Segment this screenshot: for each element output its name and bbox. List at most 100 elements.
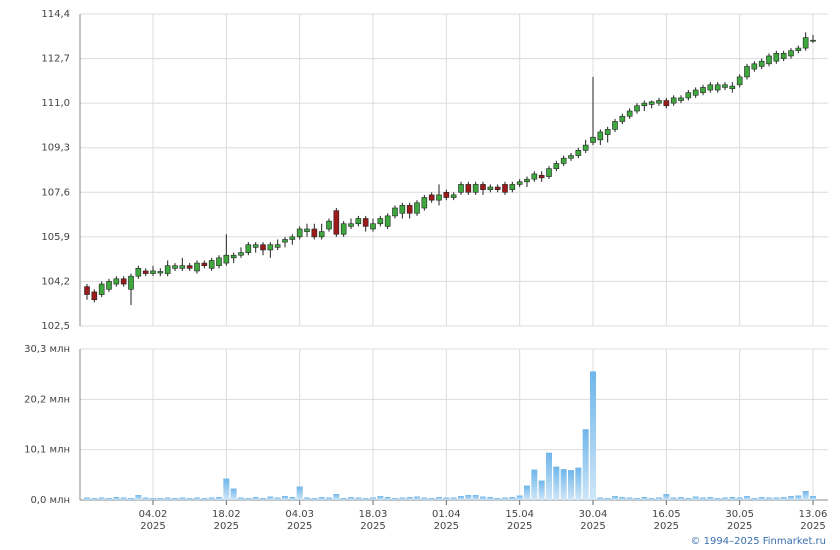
candle-body: [106, 281, 112, 290]
volume-bar: [795, 495, 802, 500]
volume-bar: [443, 497, 450, 500]
volume-bar: [414, 496, 420, 500]
volume-bar: [663, 494, 670, 500]
volume-bar: [384, 497, 391, 500]
y-tick-label: 20,2 млн: [24, 394, 70, 405]
volume-bar: [678, 497, 684, 500]
x-tick-year: 2025: [434, 521, 459, 532]
candle-body: [722, 84, 728, 88]
candle-body: [120, 278, 127, 285]
x-tick-label: 04.03: [285, 509, 314, 520]
y-tick-label: 114,4: [41, 9, 70, 20]
volume-bar: [685, 498, 692, 500]
volume-bar: [788, 496, 794, 500]
candle-body: [656, 100, 662, 104]
candle-body: [289, 236, 296, 240]
candle-body: [274, 244, 281, 248]
candle-body: [590, 136, 596, 143]
candle-body: [362, 218, 369, 227]
volume-bar: [553, 466, 560, 500]
candle-body: [355, 218, 362, 225]
volume-bar: [252, 497, 259, 500]
volume-bar: [172, 498, 178, 500]
x-tick-label: 30.05: [725, 509, 754, 520]
candle-body: [648, 101, 655, 105]
volume-bar: [267, 496, 274, 500]
volume-bar: [392, 498, 398, 500]
volume-bar: [744, 496, 750, 500]
candle-body: [516, 181, 523, 185]
volume-bar: [296, 486, 303, 500]
x-tick-year: 2025: [727, 521, 752, 532]
candle-body: [707, 84, 714, 91]
candle-body: [142, 270, 149, 274]
candle-body: [766, 55, 772, 65]
volume-bar: [164, 497, 171, 500]
candle-body: [685, 92, 692, 99]
x-tick-label: 13.06: [799, 509, 828, 520]
volume-bar: [106, 498, 112, 500]
candle-body: [399, 205, 406, 214]
copyright: © 1994–2025 Finmarket.ru: [690, 536, 826, 547]
volume-bar: [619, 497, 626, 500]
volume-bar: [370, 497, 376, 500]
x-tick-year: 2025: [800, 521, 825, 532]
volume-bar: [641, 497, 648, 500]
candle-body: [780, 53, 787, 59]
candle-body: [663, 100, 670, 107]
candle-body: [172, 265, 178, 269]
candle-body: [487, 186, 494, 190]
y-tick-label: 111,0: [41, 98, 70, 109]
candle-body: [333, 210, 340, 235]
candle-body: [568, 155, 574, 159]
candle-body: [91, 291, 98, 301]
candle-body: [267, 244, 274, 251]
candle-body: [208, 260, 215, 269]
volume-bar: [590, 371, 596, 500]
y-tick-label: 107,6: [41, 187, 70, 198]
volume-bar: [91, 498, 98, 500]
volume-bar: [502, 497, 508, 500]
candle-body: [179, 265, 186, 269]
volume-bar: [766, 497, 772, 500]
volume-bar: [692, 496, 699, 500]
volume-bar: [450, 497, 457, 500]
volume-bar: [612, 496, 618, 500]
y-tick-label: 30,3 млн: [24, 344, 70, 355]
volume-bar: [186, 498, 193, 500]
volume-bar: [157, 498, 164, 500]
volume-bar: [428, 498, 435, 500]
volume-bar: [751, 498, 758, 500]
candle-body: [560, 157, 567, 164]
volume-bar: [340, 498, 347, 500]
volume-bar: [729, 497, 736, 500]
candle-body: [150, 270, 156, 274]
volume-bar: [289, 497, 296, 500]
volume-bar: [634, 498, 640, 500]
candle-body: [758, 60, 765, 67]
candle-body: [458, 184, 464, 193]
candle-body: [480, 184, 486, 190]
volume-bar: [810, 496, 816, 500]
candle-body: [245, 244, 252, 253]
volume-bar: [736, 497, 743, 500]
volume-bar: [626, 497, 633, 500]
candle-body: [311, 228, 318, 238]
candle-body: [509, 184, 516, 190]
volume-bar: [135, 495, 142, 500]
candle-body: [282, 239, 288, 243]
volume-bar: [142, 497, 149, 500]
candle-body: [531, 173, 538, 180]
volume-bar: [84, 497, 90, 500]
volume-bar: [780, 497, 787, 500]
candle-body: [744, 66, 750, 78]
candle-body: [729, 85, 736, 90]
candle-body: [260, 244, 266, 251]
x-tick-year: 2025: [214, 521, 239, 532]
candle-body: [751, 63, 758, 70]
y-tick-label: 105,9: [41, 232, 70, 243]
candle-body: [736, 76, 743, 86]
candle-body: [392, 207, 398, 217]
candle-body: [802, 37, 809, 49]
volume-bar: [758, 497, 765, 500]
